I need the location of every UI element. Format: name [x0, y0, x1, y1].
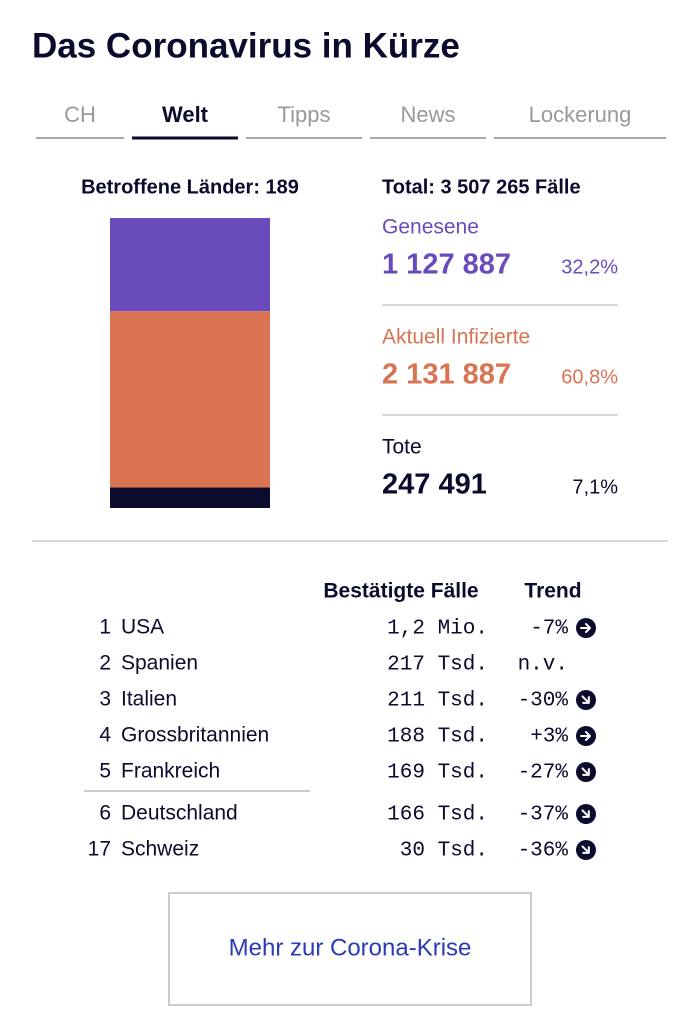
stat-value: 247 491 [382, 469, 487, 501]
country: Spanien [121, 652, 198, 675]
stat-percent: 60,8% [561, 366, 618, 388]
button-label[interactable]: Mehr zur Corona-Krise [229, 934, 472, 961]
country: Frankreich [121, 760, 220, 783]
table-header: Trend [524, 580, 581, 603]
stat-value: 1 127 887 [382, 249, 511, 281]
country: Deutschland [121, 802, 238, 825]
cases: 30 Tsd. [400, 840, 488, 863]
trend-icon [576, 840, 596, 860]
stat-name: Tote [382, 436, 422, 459]
bar-segment [110, 218, 270, 312]
trend: -36% [518, 840, 569, 863]
tab[interactable]: Welt [162, 102, 209, 127]
stat-name: Genesene [382, 216, 479, 239]
trend-icons [576, 618, 596, 860]
bar-segment [110, 311, 270, 488]
country: Italien [121, 688, 177, 711]
table-header: Bestätigte Fälle [323, 580, 478, 603]
stat-name: Aktuell Infizierte [382, 326, 530, 349]
cases: 1,2 Mio. [387, 618, 488, 641]
bar-segment [110, 487, 270, 508]
tab[interactable]: CH [64, 102, 96, 127]
cases: 217 Tsd. [387, 654, 488, 677]
trend: -30% [518, 690, 569, 713]
rank: 3 [99, 688, 111, 711]
tab[interactable]: Tipps [278, 102, 331, 127]
rank: 4 [99, 724, 111, 747]
trend: -27% [518, 762, 569, 785]
trend-icon [576, 726, 596, 746]
country: Grossbritannien [121, 724, 269, 747]
tab[interactable]: News [400, 102, 455, 127]
stat-percent: 32,2% [561, 256, 618, 278]
rank: 2 [99, 652, 111, 675]
cases: 166 Tsd. [387, 804, 488, 827]
countries: Betroffene Länder: 189 [81, 176, 299, 198]
cases: 169 Tsd. [387, 762, 488, 785]
trend-icon [576, 690, 596, 710]
trend: -37% [518, 804, 569, 827]
country: USA [121, 616, 164, 639]
stat-percent: 7,1% [572, 476, 618, 498]
tab[interactable]: Lockerung [529, 102, 632, 127]
trend-icon [576, 618, 596, 638]
cases: 211 Tsd. [387, 690, 488, 713]
trend: +3% [530, 726, 568, 749]
stat-value: 2 131 887 [382, 359, 511, 391]
title: Das Coronavirus in Kürze [32, 26, 460, 65]
cases: 188 Tsd. [387, 726, 488, 749]
rank: 5 [99, 760, 111, 783]
trend: n.v. [518, 654, 568, 677]
country: Schweiz [121, 838, 199, 861]
trend-icon [576, 762, 596, 782]
rank: 1 [99, 616, 111, 639]
button[interactable] [168, 892, 532, 1006]
rank: 17 [88, 838, 111, 861]
total: Total: 3 507 265 Fälle [382, 176, 581, 198]
trend: -7% [530, 618, 568, 641]
trend-icon [576, 804, 596, 824]
rank: 6 [99, 802, 111, 825]
